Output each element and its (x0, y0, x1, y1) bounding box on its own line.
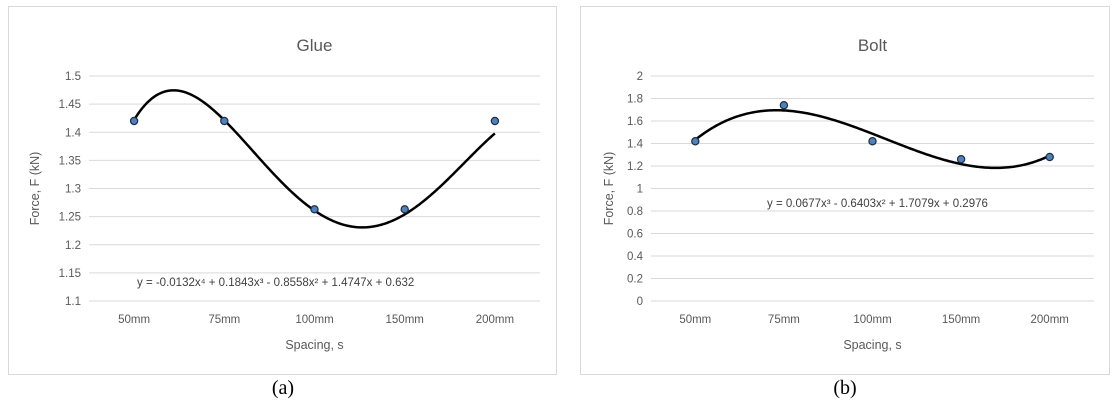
y-tick-label: 1.45 (59, 99, 81, 111)
caption-a: (a) (271, 377, 295, 399)
y-tick-label: 1.3 (65, 184, 81, 196)
y-tick-label: 1.2 (627, 161, 643, 173)
x-axis-label: Spacing, s (843, 338, 901, 352)
trendline-equation: y = 0.0677x³ - 0.6403x² + 1.7079x + 0.29… (767, 198, 988, 210)
x-tick-label: 150mm (386, 314, 424, 326)
x-tick-label: 150mm (942, 314, 980, 326)
x-tick-label: 75mm (208, 314, 240, 326)
chart-bolt-svg: Bolt 0 0.2 0.4 0.6 0.8 1 1.2 1.4 1.6 1.8 2 50mm 75mm 1… (602, 36, 1094, 352)
x-tick-label: 100mm (295, 314, 333, 326)
trendline-equation: y = -0.0132x⁴ + 0.1843x³ - 0.8558x² + 1.… (137, 277, 414, 289)
data-point (1045, 152, 1054, 162)
chart-bolt: Bolt 0 0.2 0.4 0.6 0.8 1 1.2 1.4 1.6 1.8 2 50mm 75mm 1… (580, 6, 1110, 375)
y-tick-label: 1.4 (627, 139, 644, 151)
y-tick-label: 2 (637, 71, 643, 83)
caption-b: (b) (833, 377, 857, 399)
y-tick-label: 1.15 (59, 268, 81, 280)
x-axis-label: Spacing, s (285, 338, 343, 352)
chart-glue: Glue 1.1 1.15 1.2 1.25 1.3 1.35 1.4 1.45 1.5 50mm 7… (8, 6, 557, 375)
data-point (400, 205, 409, 214)
y-tick-label: 1.8 (627, 94, 643, 106)
y-tick-label: 1.1 (65, 296, 81, 308)
x-tick-label: 50mm (679, 314, 711, 326)
chart-glue-svg: Glue 1.1 1.15 1.2 1.25 1.3 1.35 1.4 1.45 1.5 50mm 7… (28, 36, 540, 352)
data-point (220, 116, 229, 126)
x-tick-label: 200mm (1031, 314, 1069, 326)
data-point (310, 205, 319, 214)
x-tick-label: 100mm (853, 314, 891, 326)
y-tick-label: 1.4 (65, 127, 82, 139)
y-tick-label: 0.2 (627, 274, 643, 286)
x-tick-label: 200mm (476, 314, 514, 326)
chart-title: Glue (297, 36, 333, 55)
y-tick-label: 1.5 (65, 71, 81, 83)
data-point (779, 101, 789, 110)
data-point (868, 137, 877, 146)
x-tick-label: 75mm (768, 314, 800, 326)
y-tick-label: 1.35 (59, 155, 81, 167)
trendline (694, 108, 1051, 170)
data-point (129, 116, 139, 126)
x-tick-label: 50mm (118, 314, 150, 326)
y-tick-label: 0 (637, 296, 643, 308)
y-axis-label: Force, F (kN) (28, 152, 42, 226)
y-tick-label: 1.25 (59, 212, 81, 224)
y-tick-label: 1.2 (65, 240, 81, 252)
y-tick-label: 0.8 (627, 206, 643, 218)
y-axis-label: Force, F (kN) (602, 152, 616, 226)
data-point (956, 155, 966, 164)
data-point (490, 116, 500, 126)
y-tick-label: 1.6 (627, 116, 643, 128)
y-tick-label: 0.4 (627, 251, 644, 263)
chart-title: Bolt (858, 36, 888, 55)
y-tick-label: 1 (637, 184, 643, 196)
y-tick-label: 0.6 (627, 229, 643, 241)
data-point (691, 137, 700, 146)
